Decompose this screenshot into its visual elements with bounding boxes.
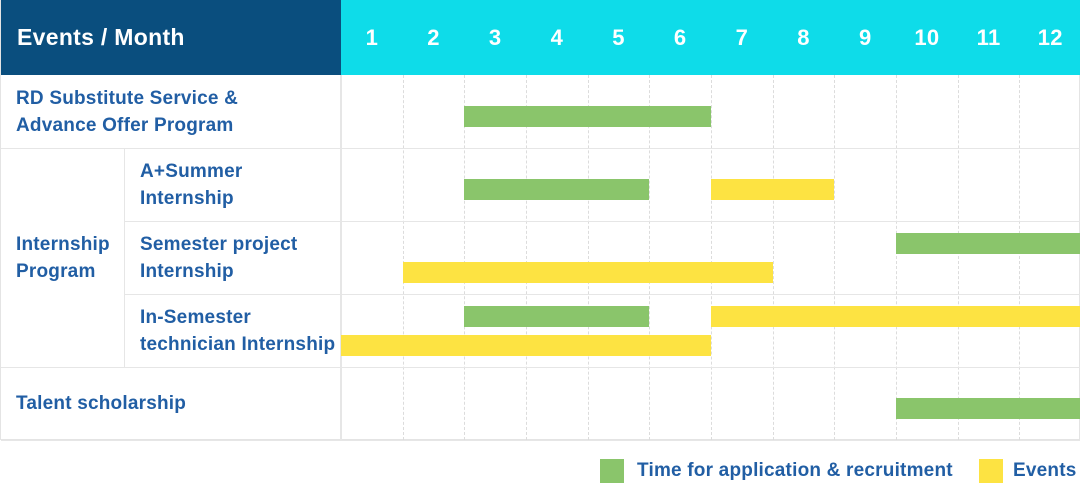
row-divider bbox=[1, 148, 1080, 149]
month-header-cell-5: 5 bbox=[612, 24, 625, 50]
month-header-cell-7: 7 bbox=[735, 24, 749, 50]
month-gridline bbox=[402, 75, 404, 440]
month-header-row: 1 2 3 4 5 6 7 8 9 10 11 12 bbox=[341, 0, 1080, 75]
row-divider bbox=[1, 440, 1080, 441]
row-label-line: In-Semester bbox=[140, 306, 251, 328]
row-label: RD Substitute Service & Advance Offer Pro… bbox=[1, 75, 341, 148]
month-header-cell-8: 8 bbox=[797, 24, 810, 50]
month-gridline bbox=[834, 75, 836, 440]
month-header-cell-10: 10 bbox=[914, 24, 940, 50]
month-header-cell-2: 2 bbox=[427, 24, 440, 50]
group-label-line: Program bbox=[16, 260, 96, 282]
month-gridline bbox=[1019, 75, 1021, 440]
month-gridline bbox=[772, 75, 774, 440]
gantt-bar-yellow bbox=[402, 262, 773, 283]
row-label-line: A+Summer bbox=[140, 160, 243, 182]
month-gridline bbox=[711, 75, 712, 440]
month-header-cell-11: 11 bbox=[976, 24, 1001, 50]
row-label-line: Advance Offer Program bbox=[16, 114, 234, 136]
row-label-line: Semester project bbox=[140, 233, 298, 255]
row-label: A+Summer Internship bbox=[125, 148, 341, 221]
month-header-cell-4: 4 bbox=[550, 24, 564, 50]
row-label-line: Internship bbox=[140, 260, 234, 282]
row-divider bbox=[125, 221, 1080, 222]
month-gridline bbox=[526, 75, 527, 440]
month-gridline bbox=[464, 75, 466, 440]
month-header-cell-9: 9 bbox=[858, 24, 872, 50]
month-header-cell-3: 3 bbox=[488, 24, 502, 50]
row-divider bbox=[125, 294, 1080, 295]
row-label-line: Talent scholarship bbox=[16, 393, 187, 414]
month-gridline bbox=[587, 75, 589, 440]
gantt-bar-green bbox=[896, 398, 1080, 419]
group-label-line: Internship bbox=[16, 233, 110, 255]
page-title: Events / Month bbox=[17, 24, 185, 50]
row-label: In-Semester technician Internship bbox=[125, 294, 341, 367]
month-header-cell-12: 12 bbox=[1037, 24, 1063, 50]
month-gridline bbox=[649, 75, 651, 440]
gantt-bar-green bbox=[896, 233, 1080, 254]
header-title-cell: Events / Month bbox=[1, 0, 341, 75]
legend-label-events: Events bbox=[1013, 460, 1077, 481]
row-label-line: technician Internship bbox=[140, 333, 336, 355]
gantt-bar-yellow bbox=[711, 179, 835, 200]
gantt-bar-green bbox=[464, 106, 711, 127]
row-divider bbox=[1, 367, 1080, 368]
gantt-bar-green bbox=[464, 306, 650, 327]
month-gridline bbox=[896, 75, 897, 440]
gantt-bar-yellow bbox=[711, 306, 1080, 327]
row-label-line: Internship bbox=[140, 187, 234, 209]
month-header-cell-1: 1 bbox=[365, 24, 379, 50]
month-header-cell-6: 6 bbox=[673, 24, 687, 50]
row-label-line: RD Substitute Service & bbox=[16, 87, 239, 109]
row-label: Talent scholarship bbox=[1, 367, 341, 440]
row-label: Semester project Internship bbox=[125, 221, 341, 294]
label-chart-divider bbox=[341, 75, 342, 440]
legend-swatch-yellow bbox=[979, 459, 1003, 483]
gantt-bar-green bbox=[464, 179, 650, 200]
legend-swatch-green bbox=[600, 459, 624, 483]
gantt-bar-yellow bbox=[341, 335, 711, 356]
gantt-table: Events / Month 1 2 3 4 5 6 7 8 9 10 11 12 Internshi… bbox=[0, 0, 1080, 441]
month-gridline bbox=[957, 75, 959, 440]
group-label-cell: Internship Program bbox=[1, 148, 125, 367]
legend: Time for application & recruitment Event… bbox=[0, 440, 1080, 494]
legend-label-application: Time for application & recruitment bbox=[637, 460, 953, 481]
